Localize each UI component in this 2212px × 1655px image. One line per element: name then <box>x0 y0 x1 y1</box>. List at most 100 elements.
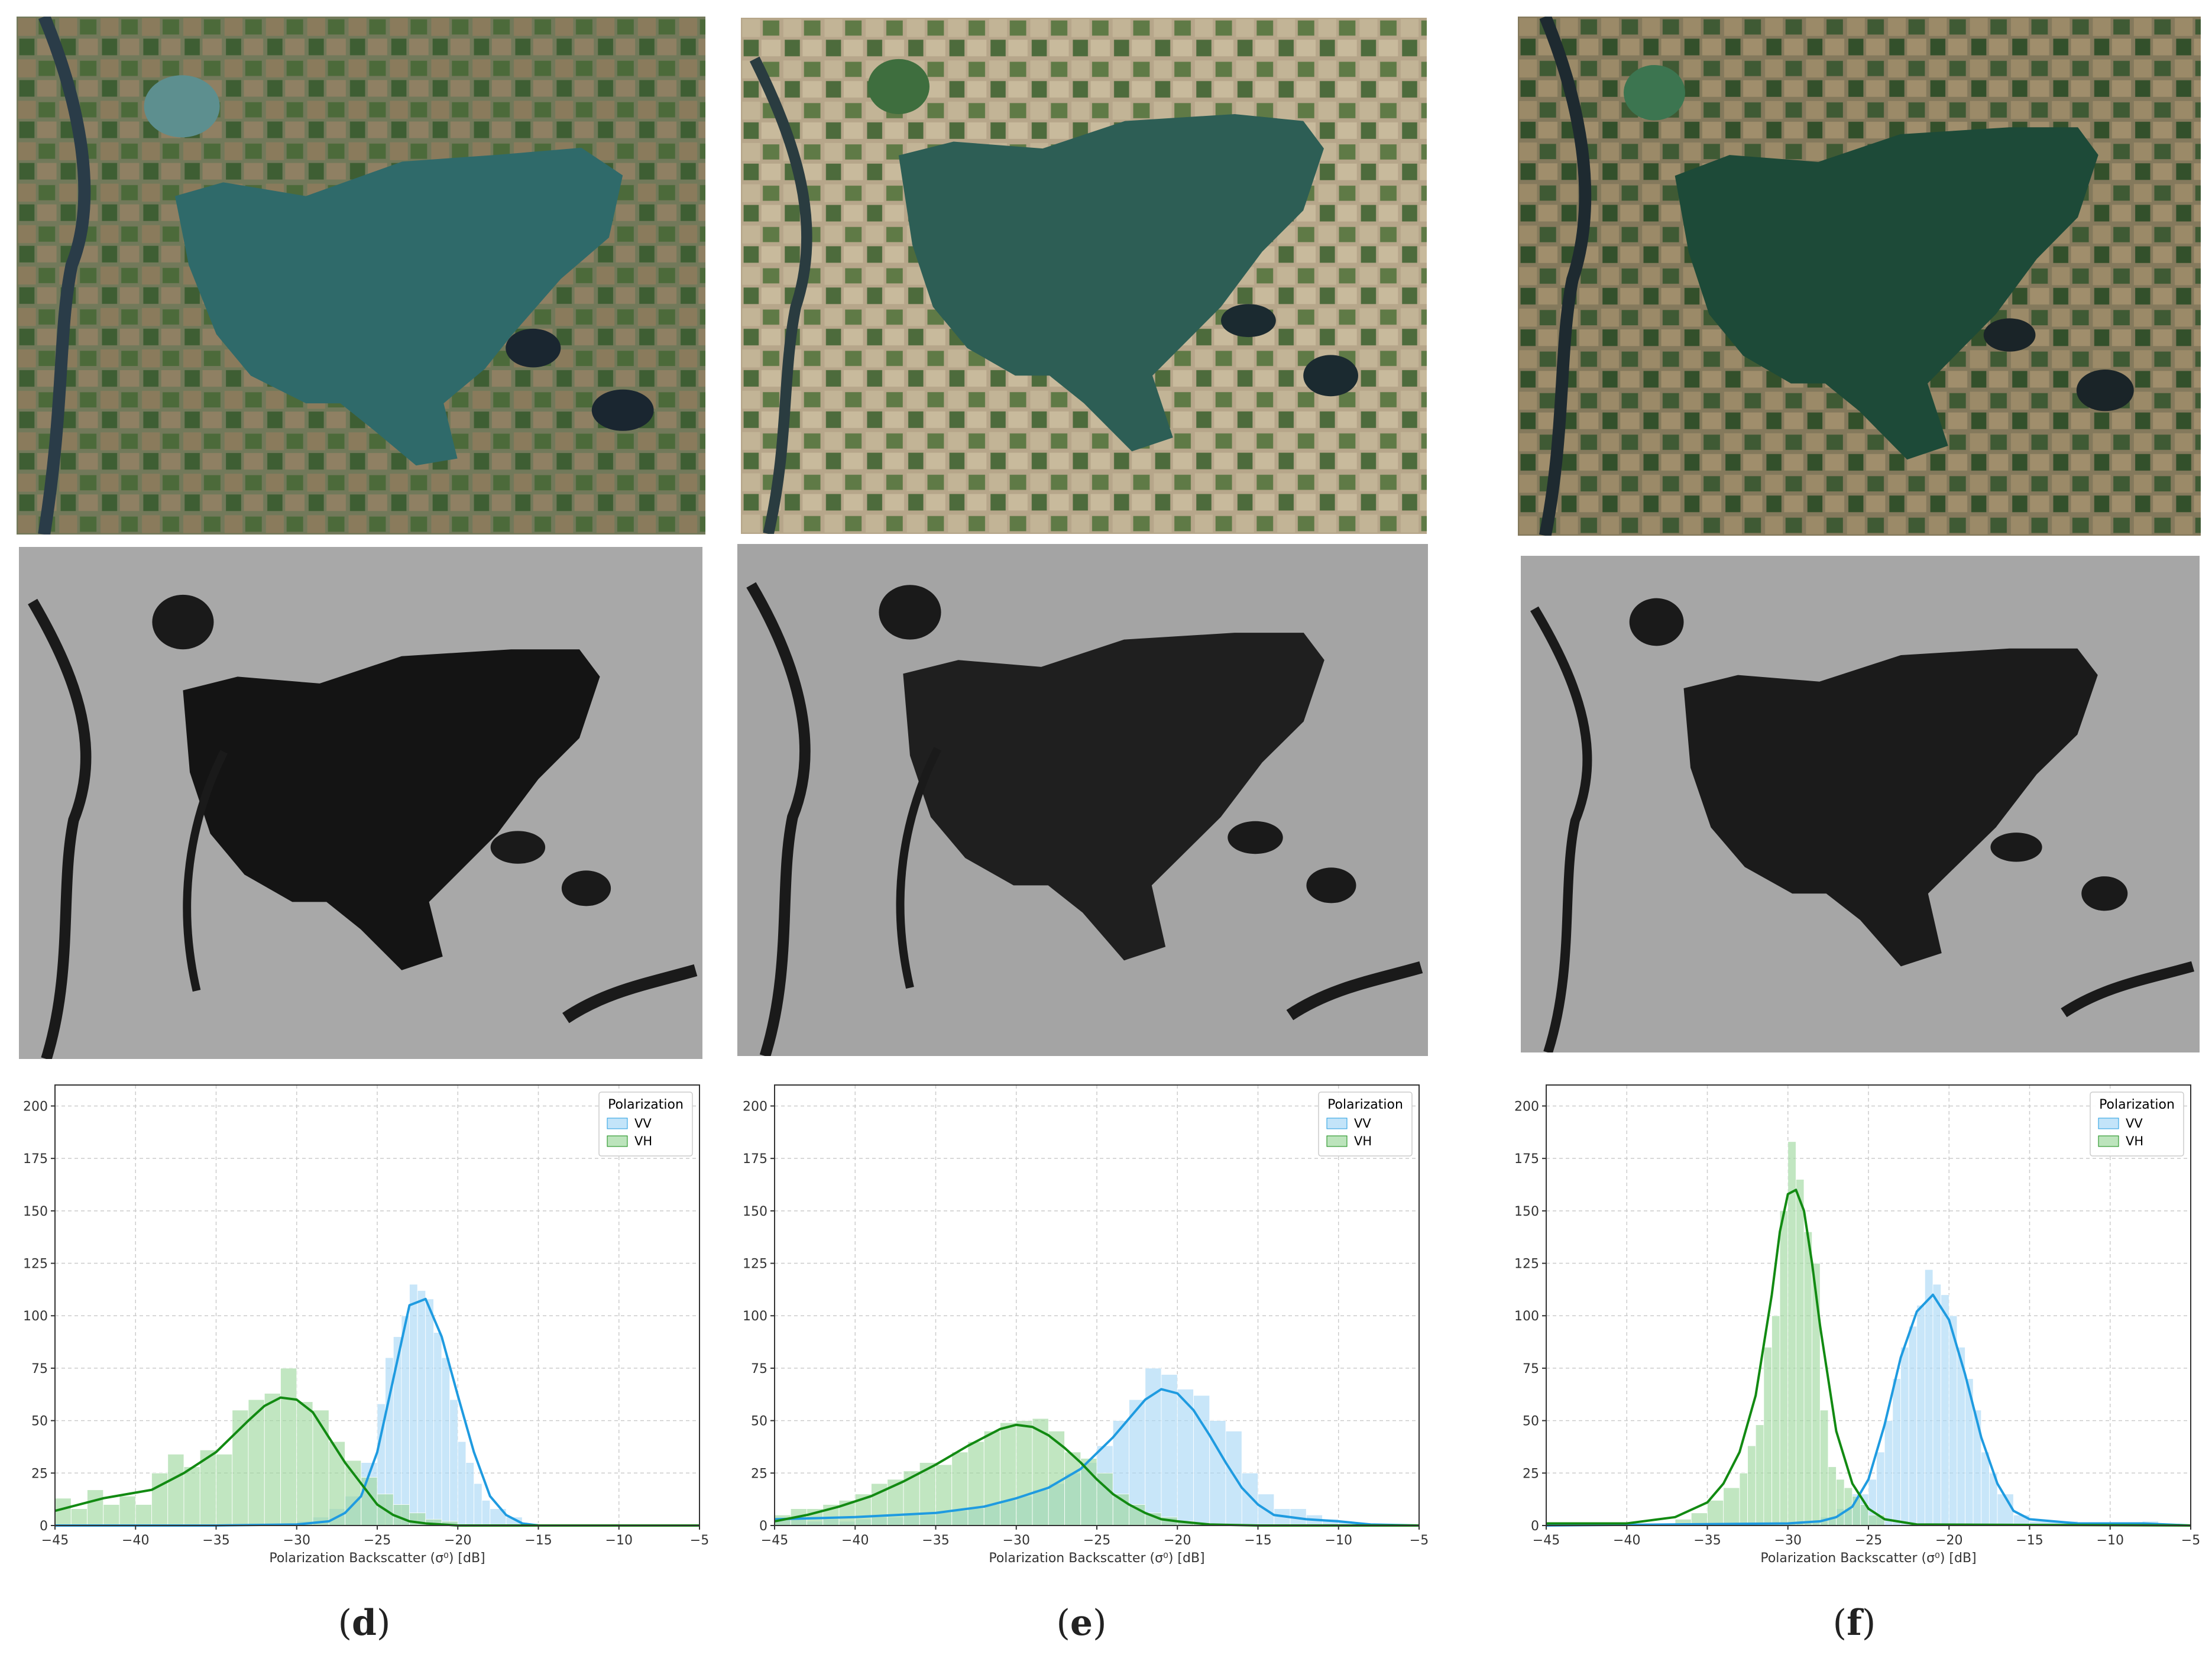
histogram-bar-vh <box>951 1452 969 1526</box>
legend-label-vv: VV <box>634 1116 652 1131</box>
x-tick-label: −45 <box>761 1533 788 1548</box>
histogram-bar-vh <box>248 1399 265 1526</box>
y-tick-label: 50 <box>31 1414 48 1429</box>
y-tick-label: 150 <box>743 1204 767 1219</box>
bars-vh <box>54 1368 458 1526</box>
histogram-bar-vv <box>441 1357 451 1526</box>
histogram-chart-e: 0 25 50 75 100 125 150 175 200 −45 −40 −35 −30 −25 −20… <box>730 1073 1429 1594</box>
histogram-bar-vv <box>433 1332 442 1526</box>
y-tick-label: 150 <box>1514 1204 1539 1219</box>
histogram-bar-vv <box>425 1298 434 1526</box>
histogram-bar-vh <box>1836 1479 1845 1526</box>
histogram-bar-vv <box>1973 1410 1982 1526</box>
sar-backscatter-image-e <box>737 544 1428 1056</box>
histogram-bar-vh <box>1016 1420 1033 1526</box>
bars-vh <box>1546 1141 1885 1526</box>
panel-f: 0 25 50 75 100 125 150 175 200 −45 −40 −35 −30 −25 −20… <box>1490 0 2201 1655</box>
x-tick-label: −25 <box>1083 1533 1110 1548</box>
kde-line-vv <box>1546 1293 2191 1527</box>
y-tick-label: 100 <box>23 1309 48 1324</box>
legend-swatch-vv <box>607 1118 628 1129</box>
legend-swatch-vh <box>2098 1135 2119 1147</box>
histogram-bar-vv <box>1981 1452 1990 1526</box>
x-tick-label: −35 <box>1693 1533 1721 1548</box>
y-tick-label: 125 <box>743 1257 767 1272</box>
x-tick-label: −10 <box>605 1533 633 1548</box>
kde-line-vh <box>54 1396 699 1527</box>
optical-satellite-image-d <box>17 17 705 535</box>
histogram-bar-vh <box>1819 1410 1829 1526</box>
y-tick-label: 200 <box>23 1099 48 1114</box>
y-tick-label: 25 <box>31 1466 48 1481</box>
y-tick-label: 50 <box>751 1414 767 1429</box>
histogram-bar-vh <box>1064 1452 1081 1526</box>
x-tick-label: −30 <box>1774 1533 1802 1548</box>
legend-swatch-vh <box>1326 1135 1348 1147</box>
histogram-bar-vh <box>1707 1500 1724 1526</box>
x-axis-label: Polarization Backscatter (σ⁰) [dB] <box>269 1551 485 1566</box>
legend-title: Polarization <box>2099 1097 2175 1112</box>
x-tick-label: −10 <box>1325 1533 1352 1548</box>
legend: Polarization VV VH <box>2090 1092 2184 1157</box>
histogram-bar-vh <box>345 1460 362 1526</box>
x-tick-label: −5 <box>1410 1533 1429 1548</box>
histogram-bar-vh <box>264 1393 281 1526</box>
histogram-bar-vv <box>417 1290 426 1526</box>
histogram-bar-vh <box>1755 1424 1764 1526</box>
histogram-bar-vh <box>216 1453 233 1526</box>
x-tick-label: −15 <box>1244 1533 1271 1548</box>
x-tick-label: −35 <box>202 1533 229 1548</box>
histogram-bar-vh <box>1000 1422 1017 1526</box>
panel-label-d: (d) <box>338 1602 391 1644</box>
histogram-bar-vv <box>1161 1374 1178 1526</box>
histogram-bar-vh <box>967 1441 984 1526</box>
x-tick-label: −20 <box>1164 1533 1191 1548</box>
legend-swatch-vv <box>2098 1118 2119 1129</box>
panel-e: 0 25 50 75 100 125 150 175 200 −45 −40 −35 −30 −25 −20… <box>730 0 1440 1655</box>
legend-label-vv: VV <box>2126 1116 2143 1131</box>
histogram-bar-vh <box>103 1504 120 1526</box>
panel-label-e: (e) <box>1056 1602 1107 1644</box>
histogram-bar-vv <box>457 1441 467 1526</box>
y-tick-label: 75 <box>1523 1362 1539 1377</box>
legend-label-vv: VV <box>1354 1116 1371 1131</box>
y-tick-label: 175 <box>23 1152 48 1167</box>
sar-backscatter-image-f <box>1521 556 2200 1052</box>
y-tick-label: 175 <box>743 1152 767 1167</box>
legend-label-vh: VH <box>634 1134 652 1148</box>
histogram-bar-vh <box>1747 1445 1756 1526</box>
y-tick-label: 75 <box>31 1362 48 1377</box>
histogram-bar-vv <box>1884 1420 1893 1526</box>
legend: Polarization VV VH <box>598 1092 693 1157</box>
x-tick-label: −10 <box>2097 1533 2124 1548</box>
legend-swatch-vh <box>607 1135 628 1147</box>
histogram-bar-vh <box>1795 1179 1805 1526</box>
x-tick-label: −20 <box>444 1533 471 1548</box>
legend-swatch-vv <box>1326 1118 1348 1129</box>
histogram-bar-vh <box>1779 1210 1789 1526</box>
histogram-bar-vh <box>119 1495 136 1526</box>
y-tick-label: 0 <box>759 1519 767 1534</box>
x-axis-label: Polarization Backscatter (σ⁰) [dB] <box>989 1551 1204 1566</box>
y-tick-label: 0 <box>1531 1519 1539 1534</box>
histogram-bar-vv <box>481 1500 491 1526</box>
x-tick-label: −15 <box>2016 1533 2043 1548</box>
histogram-bar-vv <box>1924 1269 1934 1526</box>
legend-title: Polarization <box>608 1097 684 1112</box>
histogram-bar-vh <box>1763 1347 1772 1526</box>
histogram-bar-vh <box>54 1498 72 1526</box>
x-tick-label: −40 <box>841 1533 869 1548</box>
optical-satellite-image-e <box>741 18 1427 534</box>
x-tick-label: −30 <box>283 1533 310 1548</box>
y-tick-label: 25 <box>1523 1466 1539 1481</box>
y-tick-label: 75 <box>751 1362 767 1377</box>
histogram-bar-vh <box>935 1464 953 1526</box>
x-tick-label: −25 <box>364 1533 391 1548</box>
x-tick-label: −45 <box>1533 1533 1560 1548</box>
y-tick-label: 150 <box>23 1204 48 1219</box>
histogram-bar-vv <box>1908 1326 1918 1526</box>
axes: 0 25 50 75 100 125 150 175 200 −45 −40 −35 −30 −25 −20… <box>1514 1099 2200 1566</box>
histogram-bar-vv <box>1193 1395 1210 1526</box>
y-tick-label: 125 <box>1514 1257 1539 1272</box>
x-tick-label: −35 <box>922 1533 949 1548</box>
